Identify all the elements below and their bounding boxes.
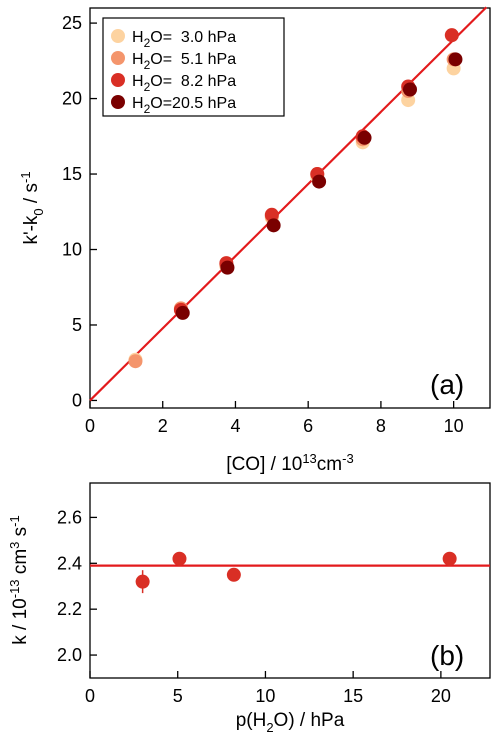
legend-marker-0 (111, 29, 125, 43)
panel-b-x-ticks: 0 5 10 15 20 (85, 671, 451, 706)
panel-a-series-1-point (128, 354, 143, 369)
panel-a-series-3-point (220, 260, 235, 275)
panel-b-series-0-point (226, 567, 241, 582)
panel-b-y-ticks: 2.0 2.2 2.4 2.6 (57, 507, 97, 665)
panel-a-series-3-point (357, 130, 372, 145)
panel-a-label: (a) (430, 369, 464, 400)
panel-a-y-label: k'-k0 / s-1 (18, 171, 46, 244)
panel-b-x-tick-label: 20 (431, 686, 451, 706)
panel-b-series-0-point (442, 551, 457, 566)
panel-b: 0 5 10 15 20 2.0 2.2 2.4 2.6 (b) p(H2O) / hPa k… (7, 482, 491, 735)
panel-b-x-label: p(H2O) / hPa (236, 710, 345, 735)
panel-a-series-3-point (312, 174, 327, 189)
panel-a-y-tick-label: 15 (62, 164, 82, 184)
panel-a-x-label: [CO] / 1013cm-3 (226, 451, 353, 475)
panel-a-series-2-point (264, 207, 279, 222)
panel-b-y-tick-label: 2.0 (57, 645, 82, 665)
panel-a-x-tick-label: 0 (85, 416, 95, 436)
panel-a-series-3-point (266, 218, 281, 233)
panel-b-x-tick-label: 15 (343, 686, 363, 706)
panel-b-y-tick-label: 2.2 (57, 599, 82, 619)
panel-a-series-3-point (175, 305, 190, 320)
legend-entry-0: H2O= 3.0 hPa (132, 29, 236, 50)
panel-a-fit-line (89, 6, 488, 402)
panel-a-x-ticks: 0 2 4 6 8 10 (85, 401, 464, 436)
legend-entry-1: H2O= 5.1 hPa (132, 51, 236, 72)
panel-a-series-3-point (403, 82, 417, 97)
panel-a-frame (89, 7, 491, 409)
panel-b-x-tick-label: 0 (85, 686, 95, 706)
panel-b-label: (b) (430, 640, 464, 671)
legend-entry-3: H2O=20.5 hPa (132, 95, 236, 116)
panel-a-y-tick-label: 25 (62, 13, 82, 33)
panel-a-y-tick-label: 20 (62, 89, 82, 109)
panel-b-x-tick-label: 5 (173, 686, 183, 706)
panel-b-y-tick-label: 2.4 (57, 553, 82, 573)
legend-marker-3 (111, 95, 125, 109)
legend-marker-2 (111, 73, 125, 87)
panel-b-y-label: k / 10-13 cm3 s-1 (7, 515, 31, 644)
panel-a-x-tick-label: 8 (376, 416, 386, 436)
panel-a-x-tick-label: 10 (444, 416, 464, 436)
panel-b-series-0-point (172, 551, 187, 566)
panel-b-series-0-point (135, 574, 150, 589)
panel-a-plot-area (89, 6, 488, 402)
panel-a-y-tick-label: 10 (62, 240, 82, 260)
panel-b-frame (89, 482, 491, 679)
panel-a-x-tick-label: 2 (158, 416, 168, 436)
legend-box (102, 17, 285, 117)
panel-b-x-tick-label: 10 (255, 686, 275, 706)
panel-a-x-tick-label: 4 (230, 416, 240, 436)
panel-a-series-3-point (448, 52, 463, 67)
panel-a-series-2-point (444, 28, 459, 43)
panel-b-y-tick-label: 2.6 (57, 507, 82, 527)
panel-a-x-tick-label: 6 (303, 416, 313, 436)
panel-a-y-tick-label: 0 (72, 390, 82, 410)
panel-b-plot-area (90, 551, 490, 594)
legend-entry-2: H2O= 8.2 hPa (132, 73, 236, 94)
panel-a-y-tick-label: 5 (72, 315, 82, 335)
panel-a-y-ticks: 0 5 10 15 20 25 (62, 13, 97, 410)
legend-marker-1 (111, 51, 125, 65)
